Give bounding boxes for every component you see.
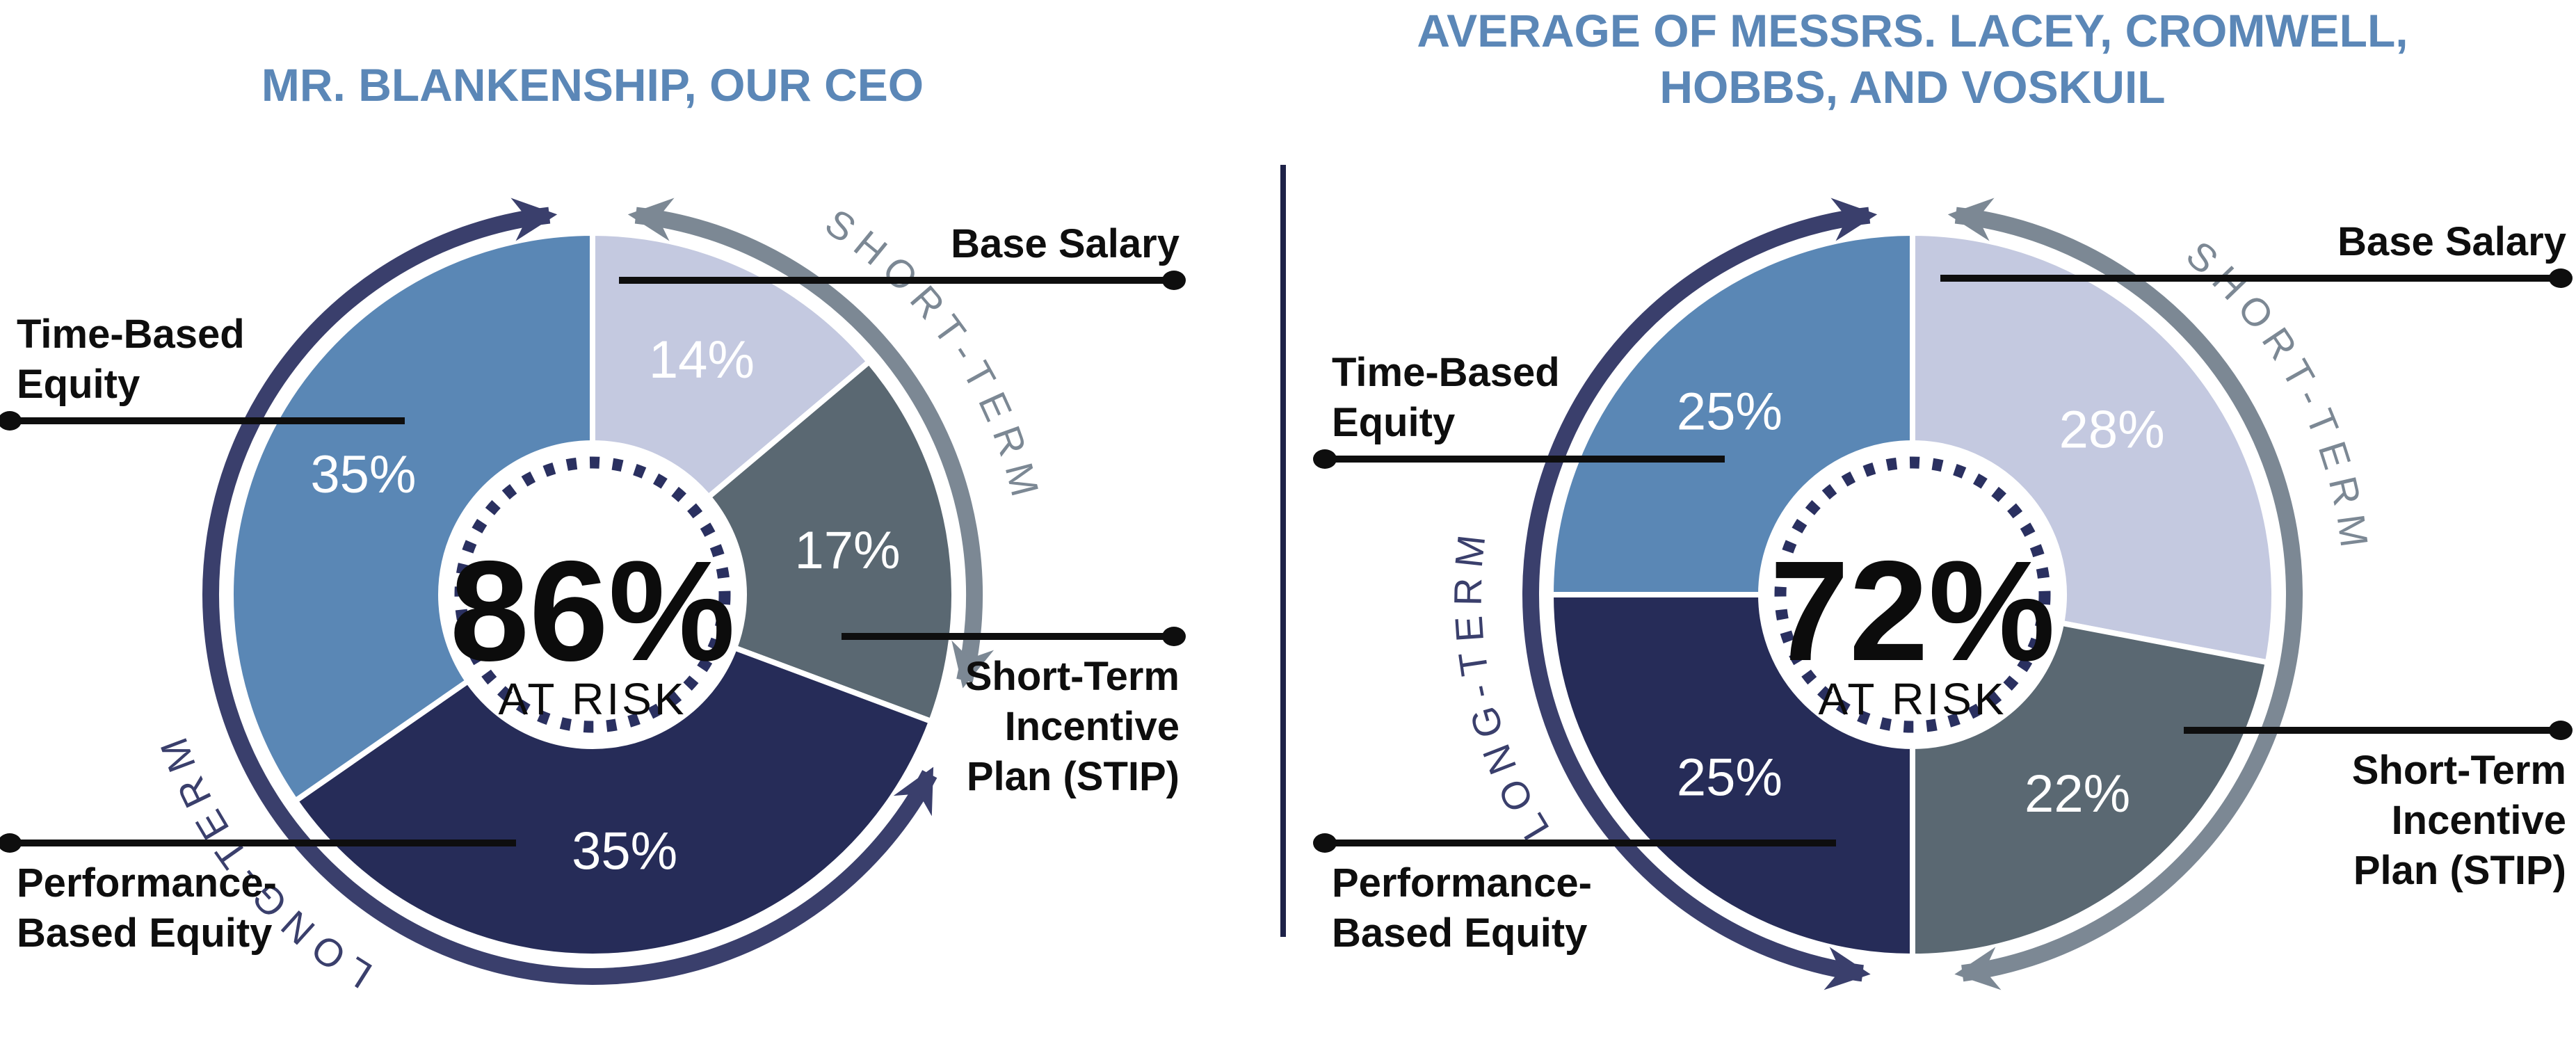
segment-base-salary [1910,230,2277,666]
segment-value-time-based-equity: 25% [1677,382,1782,441]
segment-value-short-term-incentive-plan-stip: 22% [2024,764,2130,824]
leader-dot-time-based-equity [1313,449,1337,469]
donut-chart-ceo: 14%17%35%35%86%AT RISKSHORT-TERMLONG-TER… [0,198,1186,997]
chart-title-ceo: MR. BLANKENSHIP, OUR CEO [261,59,924,111]
center-value: 86% [450,531,735,691]
leader-dot-time-based-equity [0,411,22,431]
center-caption: AT RISK [1818,674,2006,724]
center-value: 72% [1770,531,2055,691]
segment-value-short-term-incentive-plan-stip: 17% [795,521,901,580]
donut-chart-other-neos: 28%22%25%25%72%AT RISKSHORT-TERMLONG-TER… [1313,198,2573,990]
long-term-arc-arrow [202,198,937,985]
segment-value-base-salary: 28% [2059,400,2165,459]
leader-dot-short-term-incentive-plan-stip [2549,721,2573,740]
leader-dot-short-term-incentive-plan-stip [1162,627,1186,646]
leader-dot-performance-based-equity [0,833,22,853]
segment-value-base-salary: 14% [649,330,755,390]
dotted-at-risk-ring [1774,456,2051,733]
leader-dot-base-salary [2549,268,2573,288]
segment-time-based-equity [228,230,595,804]
center-caption: AT RISK [498,674,686,724]
segment-value-time-based-equity: 35% [310,445,416,504]
long-term-arc-arrow [1522,198,1878,990]
leader-dot-base-salary [1162,271,1186,290]
leader-dot-performance-based-equity [1313,833,1337,853]
chart-title-other-neos: AVERAGE OF MESSRS. LACEY, CROMWELL, HOBB… [1417,5,2408,113]
segment-value-performance-based-equity: 35% [572,822,677,881]
segment-value-performance-based-equity: 25% [1677,748,1782,808]
short-term-arc-arrow [1947,198,2303,990]
